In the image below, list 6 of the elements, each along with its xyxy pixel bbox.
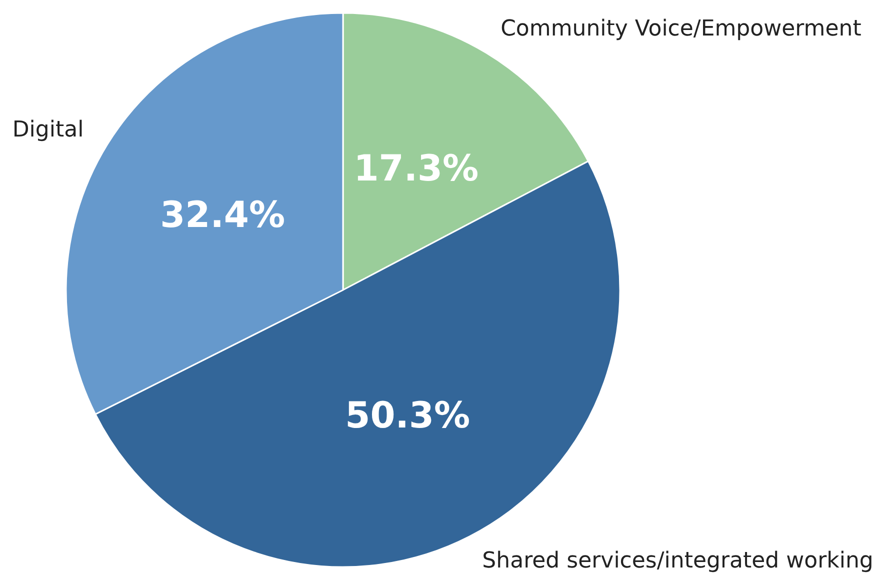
data-label: 32.4% xyxy=(160,195,286,236)
slice-label: Shared services/integrated working xyxy=(482,548,874,573)
slice-label: Community Voice/Empowerment xyxy=(500,16,862,42)
data-label: 17.3% xyxy=(354,148,479,190)
slice-label: Digital xyxy=(12,117,84,142)
data-label: 50.3% xyxy=(345,395,470,436)
